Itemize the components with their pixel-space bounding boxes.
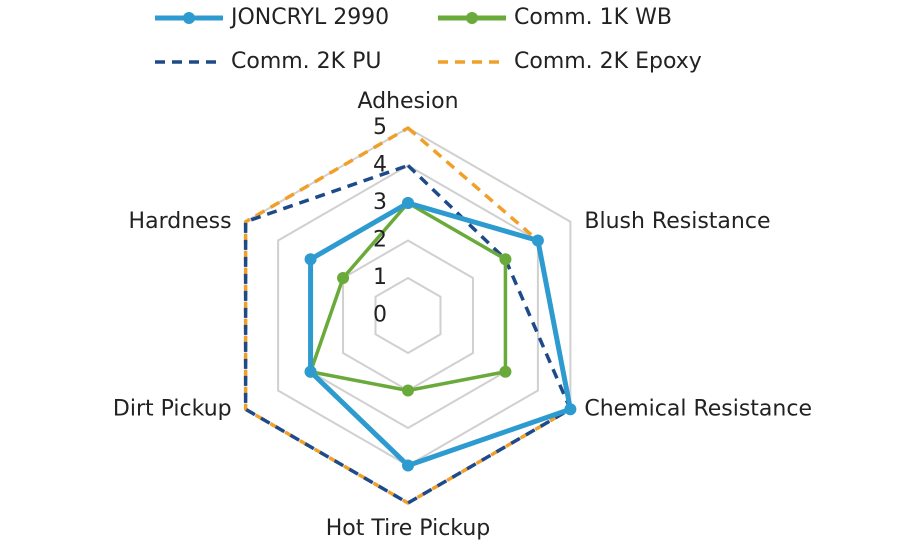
legend-label: JONCRYL 2990	[229, 5, 389, 30]
category-label: Adhesion	[357, 89, 458, 114]
marker	[402, 384, 414, 397]
series-line	[243, 126, 573, 505]
category-label: Blush Resistance	[584, 209, 770, 234]
category-label: Chemical Resistance	[584, 396, 812, 421]
marker	[337, 272, 350, 284]
r-tick-label: 0	[373, 303, 387, 328]
marker	[531, 234, 544, 247]
marker	[402, 459, 414, 472]
legend-marker	[183, 12, 195, 24]
marker	[499, 365, 512, 378]
marker	[499, 253, 512, 266]
legend-label: Comm. 2K Epoxy	[514, 49, 702, 74]
r-tick-label: 1	[373, 265, 387, 290]
marker	[402, 197, 414, 209]
category-label: Hardness	[129, 209, 232, 234]
series-line	[243, 163, 573, 505]
legend-marker	[466, 12, 478, 24]
r-tick-label: 4	[373, 153, 387, 178]
marker	[304, 253, 317, 266]
category-label: Hot Tire Pickup	[326, 516, 491, 541]
grid-line	[277, 164, 539, 467]
marker	[564, 403, 577, 416]
marker	[304, 365, 317, 378]
r-tick-label: 5	[373, 115, 387, 140]
r-tick-label: 3	[373, 190, 387, 215]
grid-line	[244, 126, 572, 505]
r-tick-label: 2	[373, 228, 387, 253]
legend-label: Comm. 2K PU	[231, 49, 381, 74]
legend-label: Comm. 1K WB	[514, 5, 672, 30]
category-label: Dirt Pickup	[113, 396, 232, 421]
grid-line	[342, 239, 474, 392]
grid-line	[374, 276, 442, 355]
